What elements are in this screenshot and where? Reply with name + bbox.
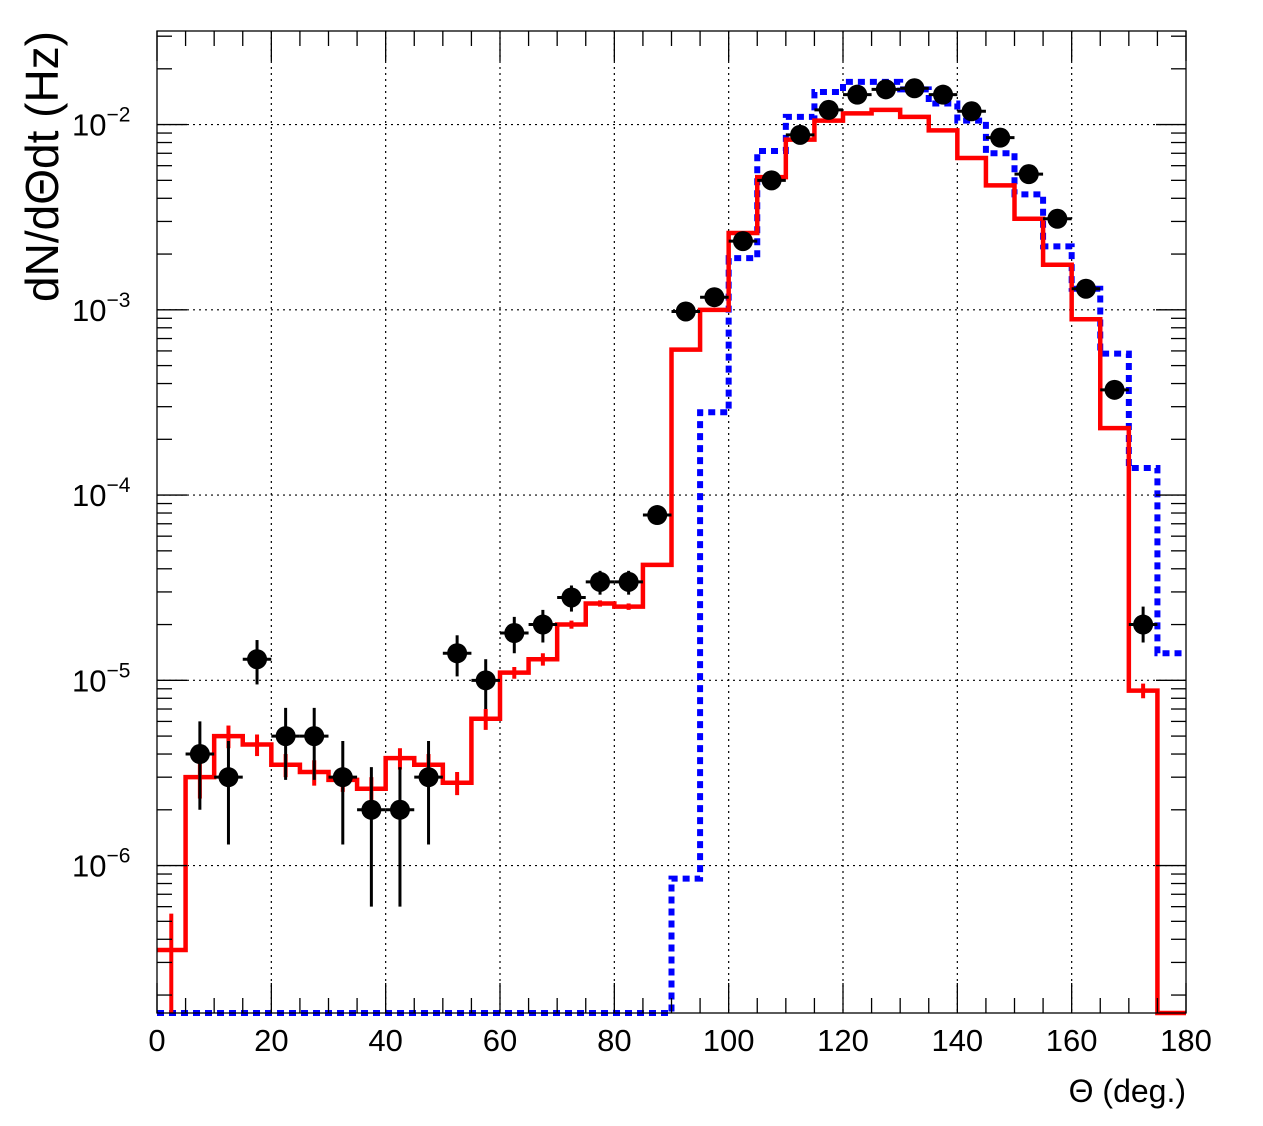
data-point xyxy=(1075,278,1096,299)
data-point xyxy=(247,649,268,670)
y-tick-exponent: −6 xyxy=(106,845,130,868)
data-point xyxy=(761,170,782,191)
data-point xyxy=(275,726,296,747)
y-tick-exponent: −3 xyxy=(106,289,130,312)
series-layer xyxy=(157,78,1186,1016)
data-point xyxy=(904,78,925,99)
data-point xyxy=(475,670,496,691)
data-point xyxy=(1047,208,1068,229)
data-point xyxy=(818,99,839,120)
data-point xyxy=(361,799,382,820)
data-point xyxy=(1133,614,1154,635)
data-point xyxy=(418,767,439,788)
y-tick-label: 10−3 xyxy=(72,289,130,328)
y-tick-base: 10 xyxy=(72,293,106,328)
data-point xyxy=(590,571,611,592)
data-point xyxy=(1104,379,1125,400)
data-point xyxy=(618,571,639,592)
x-axis-title: Θ (deg.) xyxy=(1069,1073,1186,1109)
axis-ticks xyxy=(156,31,1187,1013)
x-tick-label: 20 xyxy=(254,1023,288,1058)
data-point xyxy=(189,744,210,765)
data-point xyxy=(532,614,553,635)
data-point xyxy=(1018,164,1039,185)
y-tick-base: 10 xyxy=(72,108,106,143)
data-point xyxy=(790,124,811,145)
data-point xyxy=(675,301,696,322)
x-tick-label: 0 xyxy=(148,1023,165,1058)
data-point xyxy=(990,127,1011,148)
data-point xyxy=(732,231,753,252)
data-point xyxy=(389,799,410,820)
y-axis-title: dN/dΘdt (Hz) xyxy=(16,31,68,302)
data-point xyxy=(875,79,896,100)
data-point xyxy=(447,643,468,664)
y-tick-exponent: −5 xyxy=(106,659,130,682)
data-point xyxy=(332,767,353,788)
y-tick-base: 10 xyxy=(72,849,106,884)
x-tick-label: 40 xyxy=(368,1023,402,1058)
data-point xyxy=(304,726,325,747)
data-point xyxy=(847,84,868,105)
data-point xyxy=(933,84,954,105)
x-tick-label: 160 xyxy=(1046,1023,1098,1058)
x-tick-label: 60 xyxy=(483,1023,517,1058)
x-tick-label: 140 xyxy=(931,1023,983,1058)
data-point xyxy=(218,767,239,788)
grid xyxy=(157,31,1186,1013)
y-tick-exponent: −4 xyxy=(106,474,130,497)
y-tick-base: 10 xyxy=(72,478,106,513)
data-point xyxy=(504,623,525,644)
y-tick-exponent: −2 xyxy=(106,104,130,127)
x-tick-labels: 0 20 40 60 80 100 120 140 160 180 xyxy=(148,1023,1211,1058)
y-tick-base: 10 xyxy=(72,663,106,698)
data-point xyxy=(961,101,982,122)
x-tick-label: 100 xyxy=(703,1023,755,1058)
x-tick-label: 80 xyxy=(597,1023,631,1058)
data-point xyxy=(704,287,725,308)
x-tick-label: 120 xyxy=(817,1023,869,1058)
y-tick-label: 10−6 xyxy=(72,845,130,884)
y-tick-label: 10−2 xyxy=(72,104,130,143)
data-point xyxy=(561,587,582,608)
y-tick-labels: 10−610−510−410−310−2 xyxy=(72,104,131,884)
data-point xyxy=(647,505,668,526)
y-tick-label: 10−4 xyxy=(72,474,131,513)
x-tick-label: 180 xyxy=(1160,1023,1212,1058)
y-tick-label: 10−5 xyxy=(72,659,130,698)
